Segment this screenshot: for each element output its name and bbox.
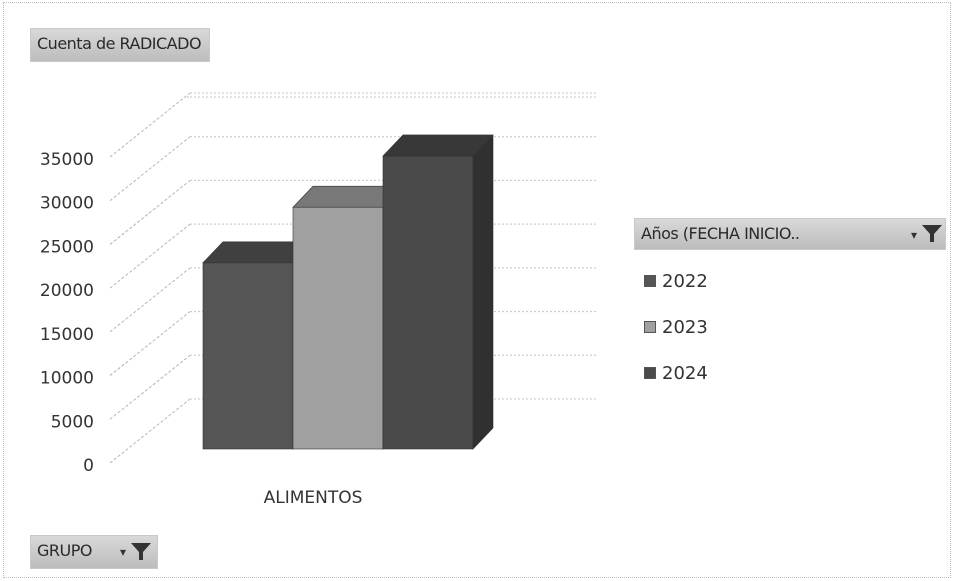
bar-2024[interactable] — [382, 134, 494, 450]
value-field-button[interactable]: Cuenta de RADICADO — [30, 28, 211, 62]
legend-swatch — [644, 321, 656, 333]
gridline-diagonal — [109, 136, 191, 202]
gridline-diagonal — [109, 354, 191, 420]
legend-swatch — [644, 367, 656, 379]
gridline-diagonal — [109, 92, 191, 158]
gridline-diagonal — [109, 398, 191, 464]
grid-layer — [109, 92, 596, 464]
filter-icon[interactable] — [130, 542, 152, 562]
legend-list: 2022 2023 2024 — [644, 258, 708, 396]
category-label: ALIMENTOS — [264, 488, 363, 508]
legend-label: 2024 — [662, 362, 708, 384]
value-field-label: Cuenta de RADICADO — [37, 34, 202, 53]
legend-label: 2023 — [662, 316, 708, 338]
legend-item-2022: 2022 — [644, 258, 708, 304]
bar-front — [202, 262, 294, 450]
legend-item-2023: 2023 — [644, 304, 708, 350]
legend-field-button[interactable]: Años (FECHA INICIO.. ▾ — [634, 218, 946, 250]
bar-layer — [202, 134, 494, 450]
legend-title: Años (FECHA INICIO.. — [641, 224, 800, 243]
y-tick-label: 30000 — [40, 194, 94, 214]
bar-front — [292, 206, 384, 450]
dropdown-arrow-icon: ▾ — [120, 545, 126, 559]
bar-front — [382, 155, 474, 450]
filter-icon[interactable] — [921, 224, 943, 244]
dropdown-arrow-icon: ▾ — [911, 228, 917, 242]
gridline-diagonal — [109, 223, 191, 289]
legend-swatch — [644, 275, 656, 287]
y-tick-label: 15000 — [40, 325, 94, 345]
y-tick-label: 20000 — [40, 281, 94, 301]
legend-item-2024: 2024 — [644, 350, 708, 396]
chart-frame — [3, 2, 951, 578]
group-field-label: GRUPO — [37, 541, 92, 560]
gridline-diagonal — [109, 267, 191, 333]
group-field-button[interactable]: GRUPO ▾ — [30, 535, 158, 569]
legend-label: 2022 — [662, 270, 708, 292]
y-tick-label: 10000 — [40, 369, 94, 389]
gridline-diagonal — [109, 311, 191, 376]
y-tick-label: 25000 — [40, 237, 94, 257]
bar-side — [472, 134, 494, 450]
y-tick-label: 5000 — [51, 412, 94, 432]
y-tick-label: 35000 — [40, 150, 94, 170]
y-tick-label: 0 — [83, 456, 94, 476]
gridline-diagonal — [109, 180, 191, 245]
y-axis-ticks: 35000 30000 25000 20000 15000 10000 5000 0 — [40, 150, 94, 476]
